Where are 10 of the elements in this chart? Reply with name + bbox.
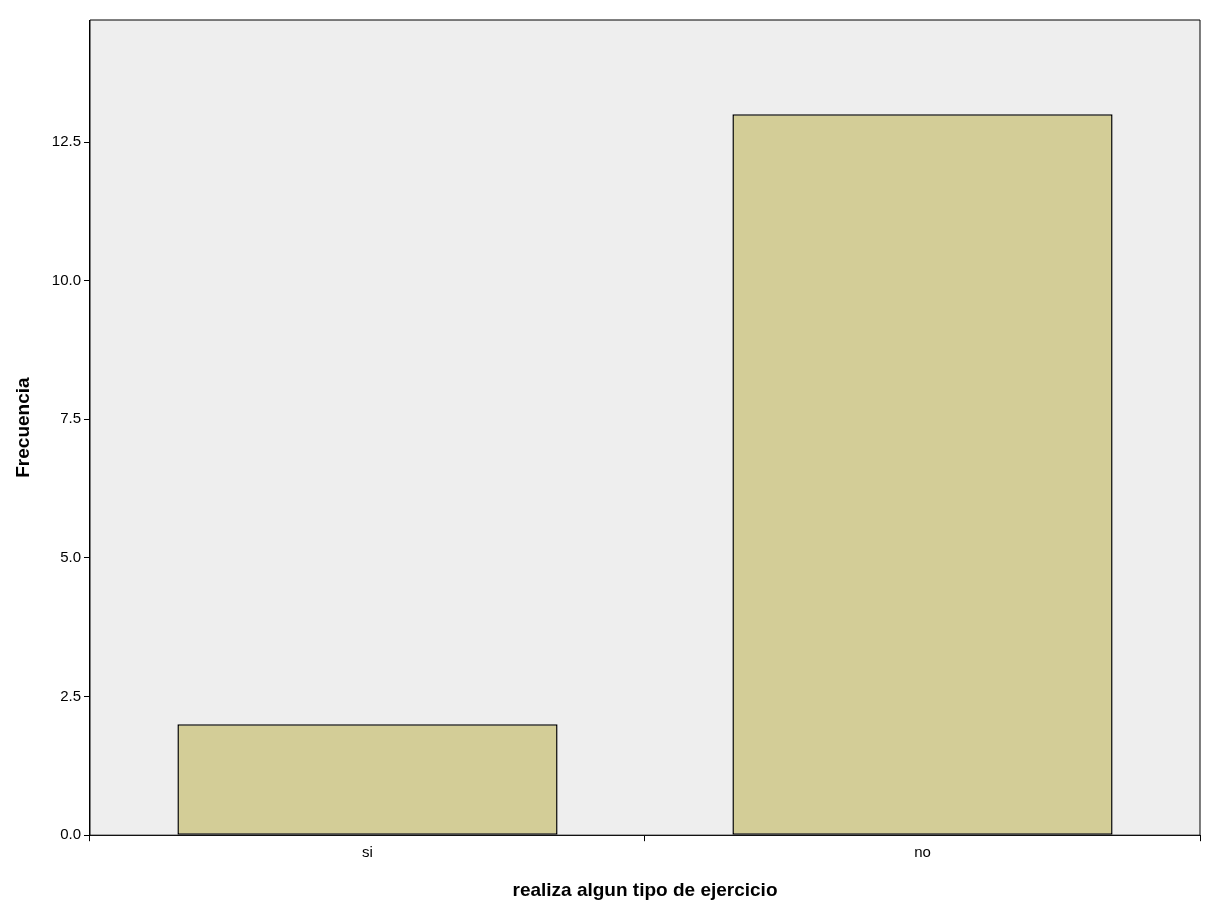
- x-axis-title: realiza algun tipo de ejercicio: [512, 878, 778, 900]
- y-tick-label: 0.0: [60, 825, 81, 843]
- y-tick-label: 5.0: [60, 548, 81, 566]
- y-axis-title: Frecuencia: [11, 377, 33, 478]
- y-tick-label: 12.5: [51, 132, 81, 150]
- y-tick-label: 7.5: [60, 409, 81, 427]
- y-tick-label: 2.5: [60, 686, 81, 704]
- y-tick-label: 10.0: [51, 270, 81, 288]
- x-tick-label: no: [914, 843, 931, 861]
- x-tick-label: si: [362, 843, 373, 861]
